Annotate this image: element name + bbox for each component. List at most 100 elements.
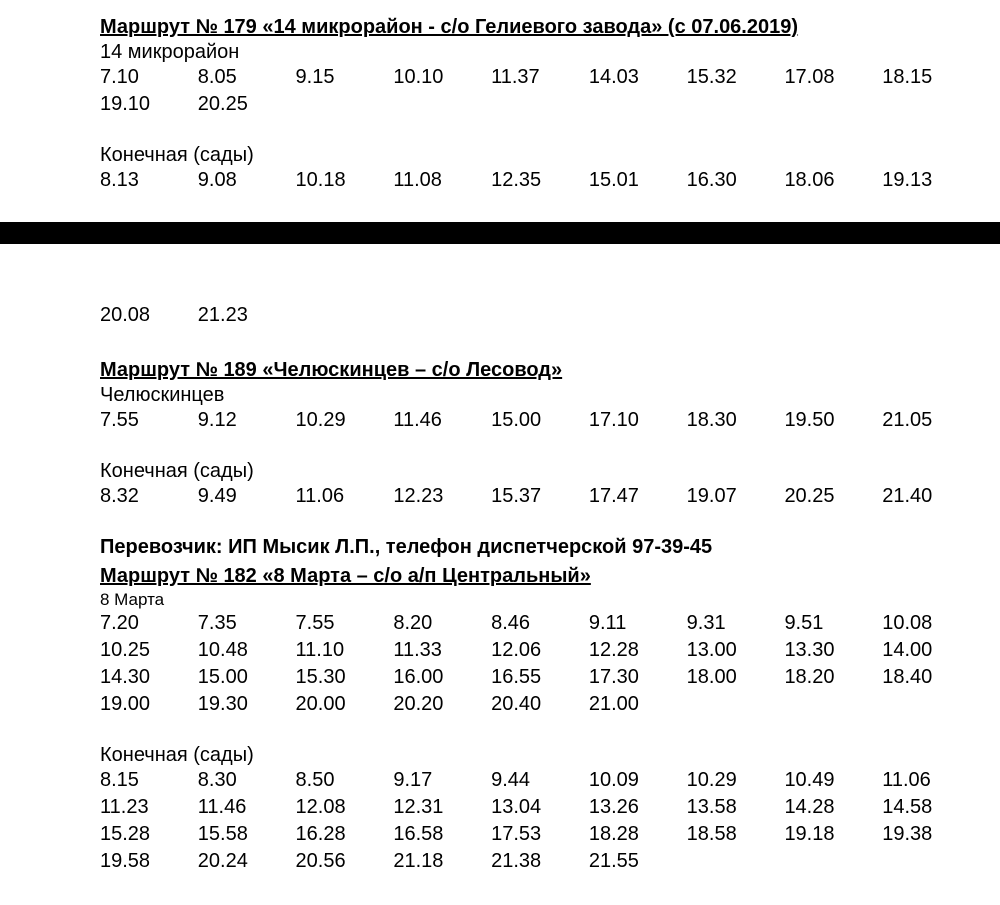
time-cell: 7.35 — [198, 612, 296, 635]
time-cell: 14.30 — [100, 666, 198, 689]
time-cell: 18.40 — [882, 666, 980, 689]
time-grid: 20.0821.23 — [100, 304, 980, 327]
time-cell: 20.25 — [198, 93, 296, 116]
time-cell: 19.00 — [100, 693, 198, 716]
carrier-info: Перевозчик: ИП Мысик Л.П., телефон диспе… — [100, 536, 980, 559]
time-cell: 11.33 — [393, 639, 491, 662]
time-cell: 12.06 — [491, 639, 589, 662]
time-cell: 11.46 — [198, 796, 296, 819]
time-grid: 7.207.357.558.208.469.119.319.5110.0810.… — [100, 612, 980, 716]
time-cell: 15.28 — [100, 823, 198, 846]
time-cell: 19.18 — [784, 823, 882, 846]
time-cell: 18.28 — [589, 823, 687, 846]
time-cell: 10.25 — [100, 639, 198, 662]
time-cell: 7.55 — [100, 409, 198, 432]
time-cell: 17.10 — [589, 409, 687, 432]
time-cell: 16.30 — [687, 169, 785, 192]
time-cell: 21.55 — [589, 850, 687, 873]
time-cell: 10.29 — [296, 409, 394, 432]
time-grid: 8.329.4911.0612.2315.3717.4719.0720.2521… — [100, 485, 980, 508]
time-cell: 17.53 — [491, 823, 589, 846]
time-cell: 20.24 — [198, 850, 296, 873]
time-cell: 10.48 — [198, 639, 296, 662]
time-cell: 19.07 — [687, 485, 785, 508]
time-cell: 15.00 — [491, 409, 589, 432]
time-cell: 13.00 — [687, 639, 785, 662]
time-cell: 9.12 — [198, 409, 296, 432]
time-cell: 15.58 — [198, 823, 296, 846]
time-cell: 7.20 — [100, 612, 198, 635]
time-grid: 7.559.1210.2911.4615.0017.1018.3019.5021… — [100, 409, 980, 432]
time-cell: 9.17 — [393, 769, 491, 792]
time-cell: 10.10 — [393, 66, 491, 89]
route-title: Маршрут № 179 «14 микрорайон - с/о Гелие… — [100, 16, 980, 39]
time-cell: 14.03 — [589, 66, 687, 89]
time-cell: 18.30 — [687, 409, 785, 432]
time-cell: 12.28 — [589, 639, 687, 662]
time-cell: 19.30 — [198, 693, 296, 716]
time-cell: 7.55 — [296, 612, 394, 635]
time-cell: 18.00 — [687, 666, 785, 689]
time-cell: 19.13 — [882, 169, 980, 192]
time-cell: 11.08 — [393, 169, 491, 192]
time-cell: 8.30 — [198, 769, 296, 792]
time-cell: 19.58 — [100, 850, 198, 873]
time-cell: 19.50 — [784, 409, 882, 432]
time-cell: 9.49 — [198, 485, 296, 508]
stop-label: 8 Марта — [100, 590, 980, 610]
time-cell: 17.47 — [589, 485, 687, 508]
time-cell: 9.15 — [296, 66, 394, 89]
time-cell: 8.50 — [296, 769, 394, 792]
time-cell: 11.37 — [491, 66, 589, 89]
time-cell: 8.46 — [491, 612, 589, 635]
time-cell: 10.08 — [882, 612, 980, 635]
time-cell: 8.32 — [100, 485, 198, 508]
page-separator — [0, 222, 1000, 244]
time-cell: 13.30 — [784, 639, 882, 662]
time-cell: 9.51 — [784, 612, 882, 635]
time-cell: 9.44 — [491, 769, 589, 792]
time-cell: 8.05 — [198, 66, 296, 89]
route-block-179: Маршрут № 179 «14 микрорайон - с/о Гелие… — [0, 16, 1000, 192]
time-cell: 9.31 — [687, 612, 785, 635]
time-cell: 21.05 — [882, 409, 980, 432]
time-cell: 15.00 — [198, 666, 296, 689]
time-cell: 11.06 — [296, 485, 394, 508]
time-cell: 20.00 — [296, 693, 394, 716]
time-cell: 18.20 — [784, 666, 882, 689]
time-cell: 11.06 — [882, 769, 980, 792]
time-cell: 13.04 — [491, 796, 589, 819]
time-cell: 21.18 — [393, 850, 491, 873]
time-cell: 21.00 — [589, 693, 687, 716]
route-block-179-continued: 20.0821.23 Маршрут № 189 «Челюскинцев – … — [0, 304, 1000, 873]
time-cell: 12.23 — [393, 485, 491, 508]
time-cell: 12.35 — [491, 169, 589, 192]
time-cell: 12.08 — [296, 796, 394, 819]
time-cell: 21.40 — [882, 485, 980, 508]
schedule-document: Маршрут № 179 «14 микрорайон - с/о Гелие… — [0, 0, 1000, 893]
time-grid: 7.108.059.1510.1011.3714.0315.3217.0818.… — [100, 66, 980, 116]
time-cell: 15.30 — [296, 666, 394, 689]
time-cell: 20.25 — [784, 485, 882, 508]
time-cell: 16.00 — [393, 666, 491, 689]
time-cell: 9.08 — [198, 169, 296, 192]
time-cell: 14.28 — [784, 796, 882, 819]
time-cell: 15.37 — [491, 485, 589, 508]
stop-label: Конечная (сады) — [100, 144, 980, 167]
time-cell: 18.15 — [882, 66, 980, 89]
time-grid: 8.158.308.509.179.4410.0910.2910.4911.06… — [100, 769, 980, 873]
time-cell: 8.13 — [100, 169, 198, 192]
time-cell: 11.46 — [393, 409, 491, 432]
time-cell: 19.38 — [882, 823, 980, 846]
time-cell: 10.29 — [687, 769, 785, 792]
time-cell: 20.56 — [296, 850, 394, 873]
time-cell: 13.58 — [687, 796, 785, 819]
time-cell: 13.26 — [589, 796, 687, 819]
time-cell: 15.01 — [589, 169, 687, 192]
time-cell: 9.11 — [589, 612, 687, 635]
stop-label: Конечная (сады) — [100, 744, 980, 767]
time-cell: 17.30 — [589, 666, 687, 689]
time-cell: 18.58 — [687, 823, 785, 846]
time-cell: 20.08 — [100, 304, 198, 327]
time-cell: 11.10 — [296, 639, 394, 662]
